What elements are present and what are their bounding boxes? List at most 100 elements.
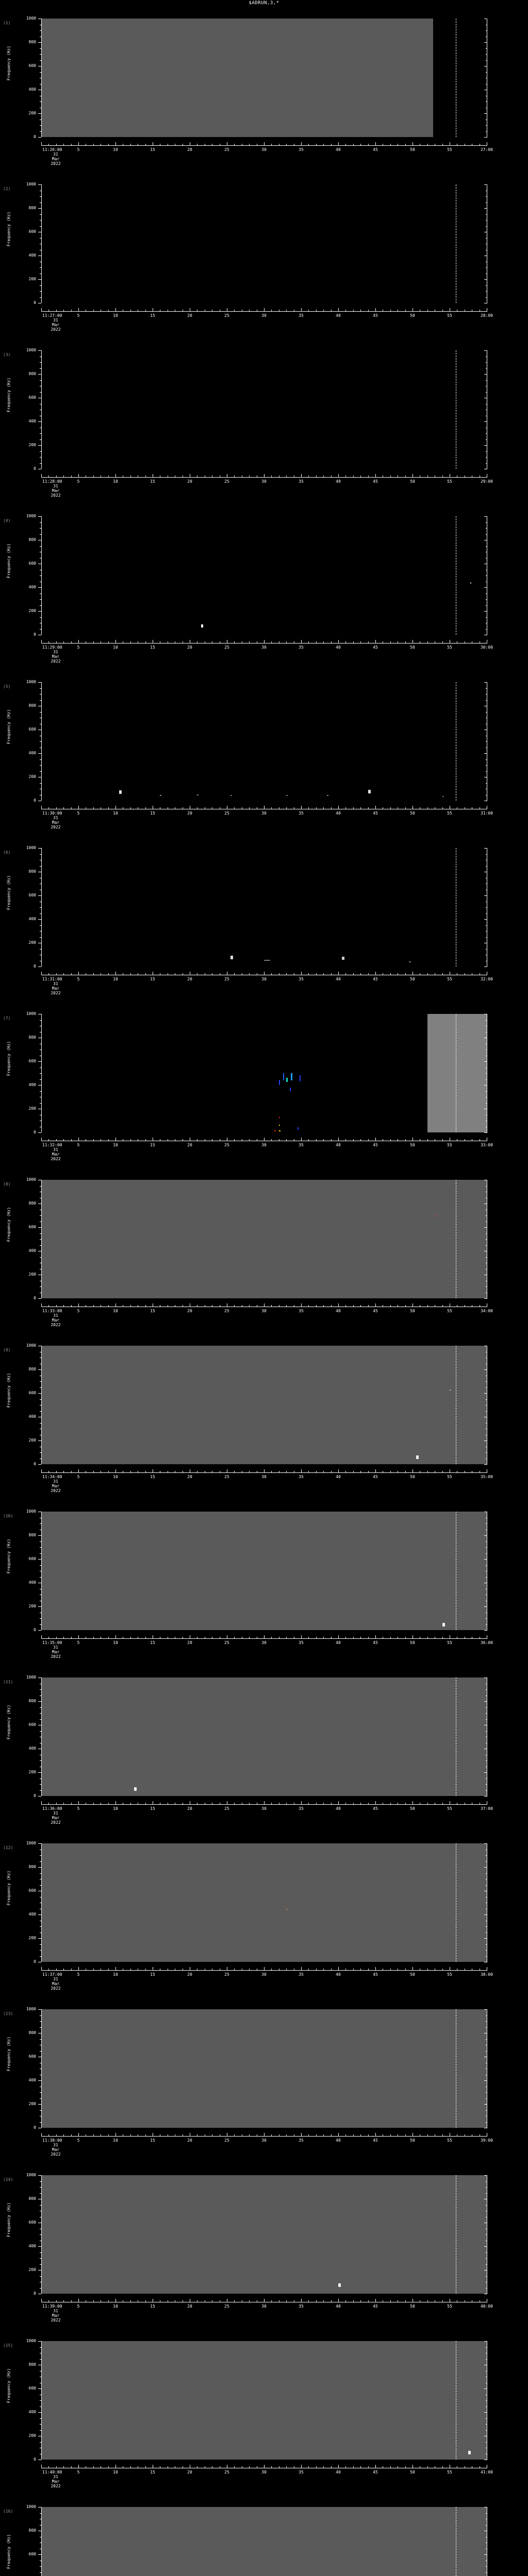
plot-area[interactable] — [41, 1346, 487, 1464]
plot-area[interactable] — [41, 2507, 487, 2576]
y-tick — [38, 1535, 41, 1536]
spectrogram-panel[interactable]: (7) Frequency (Hz) 0 200 400 600 800 1000 5 10 15 2… — [0, 1003, 528, 1168]
detection-mark — [283, 1073, 285, 1080]
y-tick-label: 400 — [28, 1580, 36, 1585]
x-tick — [78, 1138, 79, 1141]
plot-area[interactable] — [41, 2341, 487, 2460]
spectrogram-panel[interactable]: (13) Frequency (Hz) 0 200 400 600 800 1000 5 10 15… — [0, 1998, 528, 2164]
spectrogram-panel[interactable]: (16)Frequency (Hz)0200400600800100051015… — [0, 2496, 528, 2576]
y-axis-line — [41, 1843, 42, 1962]
x-minor-tick — [130, 144, 131, 145]
y-minor-tick — [40, 2424, 41, 2425]
y-minor-tick — [486, 700, 487, 701]
y-tick — [38, 2412, 41, 2413]
y-tick — [484, 1938, 487, 1939]
spectrogram-panel[interactable]: (10) Frequency (Hz) 0 200 400 600 800 1000 5 10 15… — [0, 1500, 528, 1666]
y-minor-tick — [40, 528, 41, 529]
y-axis-label: Frequency (Hz) — [6, 211, 11, 247]
plot-area[interactable] — [41, 1014, 487, 1132]
x-minor-tick — [442, 1969, 443, 1970]
x-minor-tick — [48, 973, 50, 975]
y-tick-label: 200 — [28, 1770, 36, 1774]
x-minor-tick — [71, 1969, 72, 1970]
spectrogram-panel[interactable]: (11) Frequency (Hz) 0 200 400 600 800 1000 5 10 15… — [0, 1666, 528, 1832]
x-axis-cap — [41, 2465, 42, 2468]
x-tick-label: 35 — [299, 2304, 304, 2309]
x-minor-tick — [130, 1969, 131, 1970]
x-tick-label: 55 — [447, 313, 452, 318]
y-minor-tick — [486, 1950, 487, 1951]
spectrogram-panel[interactable]: (15) Frequency (Hz) 0 200 400 600 800 1000 5 10 15… — [0, 2330, 528, 2496]
x-tick-label: 5 — [77, 645, 80, 650]
y-tick — [484, 1796, 487, 1797]
x-minor-tick — [427, 1139, 428, 1141]
spectrogram-panel[interactable]: (6) Frequency (Hz) 0 200 400 600 800 1000 5 10 15 2… — [0, 837, 528, 1003]
spectrogram-panel[interactable]: (8) Frequency (Hz) 0 200 400 600 800 1000 5 10 15 2… — [0, 1168, 528, 1334]
spectrogram-panel[interactable]: (1) Frequency (Hz) 0 200 400 600 800 1000 5 10 15 2… — [0, 7, 528, 173]
y-tick — [38, 1796, 41, 1797]
plot-area[interactable] — [41, 19, 487, 137]
y-tick-label: 200 — [28, 277, 36, 281]
x-minor-tick — [56, 2134, 57, 2136]
y-tick-label: 800 — [28, 206, 36, 210]
x-tick — [375, 640, 376, 643]
plot-area[interactable] — [41, 682, 487, 801]
spectrogram-panel[interactable]: (3) Frequency (Hz) 0 200 400 600 800 1000 5 10 15 2… — [0, 339, 528, 505]
spectrogram-panel[interactable]: (12) Frequency (Hz) 0 200 400 600 800 1000 5 10 15… — [0, 1832, 528, 1998]
x-tick — [338, 1303, 339, 1307]
x-minor-tick — [63, 1139, 64, 1141]
y-axis-line — [41, 1180, 42, 1298]
plot-area[interactable] — [41, 184, 487, 303]
y-minor-tick — [486, 220, 487, 221]
x-tick — [375, 2299, 376, 2302]
y-minor-tick — [40, 2187, 41, 2188]
y-minor-tick — [486, 925, 487, 926]
y-minor-tick — [486, 1020, 487, 1021]
x-minor-tick — [427, 1471, 428, 1472]
y-tick — [38, 1914, 41, 1915]
x-minor-tick — [271, 2300, 272, 2302]
y-minor-tick — [486, 1885, 487, 1886]
x-minor-tick — [331, 807, 332, 809]
y-minor-tick — [486, 1091, 487, 1092]
spectrogram-panel[interactable]: (14) Frequency (Hz) 0 200 400 600 800 1000 5 10 15… — [0, 2164, 528, 2330]
x-minor-tick — [353, 2300, 354, 2302]
plot-area[interactable] — [41, 2009, 487, 2128]
y-tick — [38, 374, 41, 375]
x-minor-tick — [286, 1305, 287, 1307]
x-tick — [264, 972, 265, 975]
y-minor-tick — [486, 1257, 487, 1258]
x-minor-tick — [130, 310, 131, 311]
plot-area[interactable] — [41, 1180, 487, 1298]
plot-area[interactable] — [41, 848, 487, 967]
y-minor-tick — [40, 854, 41, 855]
spectrogram-panel[interactable]: (9) Frequency (Hz) 0 200 400 600 800 1000 5 10 15 2… — [0, 1334, 528, 1500]
spectrogram-panel[interactable]: (5) Frequency (Hz) 0 200 400 600 800 1000 5 10 15 2… — [0, 671, 528, 837]
panel-index: (15) — [3, 2343, 13, 2348]
x-minor-tick — [130, 641, 131, 643]
x-minor-tick — [145, 1139, 146, 1141]
x-tick-label: 5 — [77, 977, 80, 981]
plot-area[interactable] — [41, 1512, 487, 1630]
spectrogram-panel[interactable]: (4) Frequency (Hz) 0 200 400 600 800 1000 5 10 15 2… — [0, 505, 528, 671]
plot-area[interactable] — [41, 1843, 487, 1962]
y-tick — [484, 682, 487, 683]
y-tick-label: 400 — [28, 1746, 36, 1751]
y-minor-tick — [40, 439, 41, 440]
x-minor-tick — [353, 2134, 354, 2136]
x-minor-tick — [56, 1139, 57, 1141]
y-minor-tick — [486, 1452, 487, 1453]
x-tick-label: 25 — [224, 2304, 229, 2309]
plot-area[interactable] — [41, 2175, 487, 2294]
y-tick-label: 1000 — [26, 2007, 36, 2011]
plot-area[interactable] — [41, 516, 487, 635]
x-tick-label: 35 — [299, 2470, 304, 2475]
y-tick — [38, 1061, 41, 1062]
y-axis-label: Frequency (Hz) — [6, 875, 11, 910]
plot-area[interactable] — [41, 350, 487, 469]
y-tick-label: 1000 — [26, 2504, 36, 2509]
plot-area[interactable] — [41, 1677, 487, 1796]
spectrogram-panel[interactable]: (2) Frequency (Hz) 0 200 400 600 800 1000 5 10 15 2… — [0, 173, 528, 339]
x-tick-label: 40 — [336, 645, 341, 650]
x-tick-label: 5 — [77, 2138, 80, 2143]
